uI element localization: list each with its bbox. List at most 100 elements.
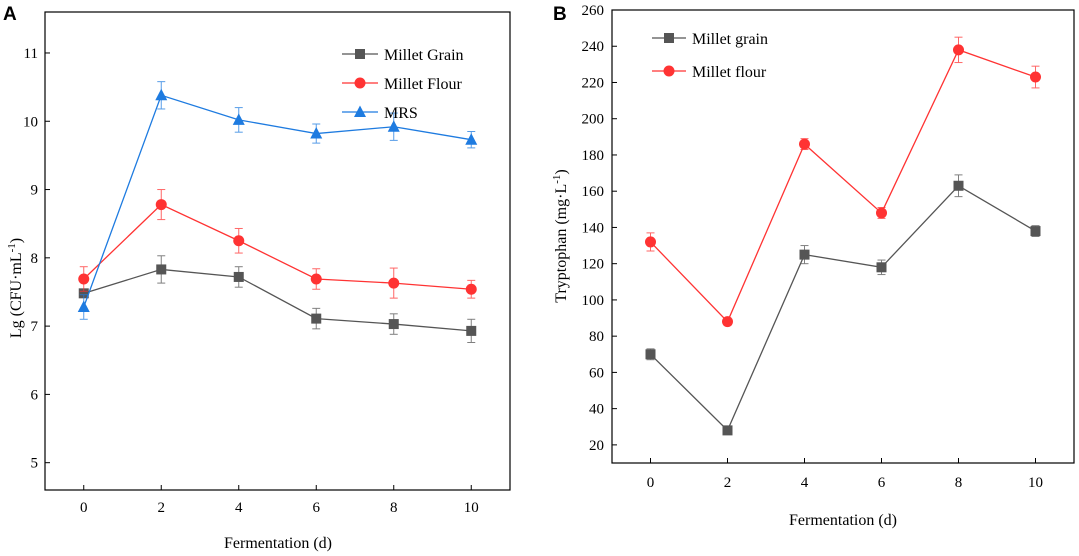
panel-b-millet-grain-point bbox=[645, 349, 656, 360]
panel-b-x-tick-label: 0 bbox=[647, 475, 655, 491]
panel-a-mrs-point bbox=[310, 127, 323, 139]
panel-a-millet-grain-point bbox=[466, 325, 477, 336]
panel-a-x-tick-label: 6 bbox=[313, 500, 321, 516]
panel-b-y-tick-label: 80 bbox=[589, 329, 604, 345]
panel-a-millet-flour-point bbox=[465, 283, 477, 295]
panel-b-y-tick-label: 200 bbox=[582, 112, 605, 128]
panel-b-millet-grain-point bbox=[953, 180, 964, 191]
panel-b-y-tick-label: 220 bbox=[582, 75, 605, 91]
panel-b-y-axis-title-sup: -1 bbox=[551, 175, 563, 184]
panel-a-y-ticks: 5 6 7 8 9 10 11 bbox=[23, 46, 50, 472]
panel-a-x-tick-label: 0 bbox=[80, 500, 88, 516]
panel-b-legend-label: Millet flour bbox=[692, 64, 767, 81]
panel-b-legend-item-millet-flour: Millet flour bbox=[652, 64, 767, 81]
panel-a-x-tick-label: 2 bbox=[158, 500, 166, 516]
panel-a-legend-label: Millet Grain bbox=[384, 47, 464, 64]
panel-a-y-tick-label: 7 bbox=[31, 319, 39, 335]
panel-a-millet-grain-point bbox=[233, 271, 244, 282]
panel-a-millet-grain-point bbox=[388, 319, 399, 330]
panel-a-mrs-point bbox=[387, 120, 400, 132]
panel-b-millet-grain-point bbox=[876, 262, 887, 273]
panel-b-millet-flour-point bbox=[722, 316, 733, 328]
panel-a-y-tick-label: 8 bbox=[31, 251, 39, 267]
panel-b-millet-grain-point bbox=[1030, 226, 1041, 237]
panel-b-millet-grain-line bbox=[650, 184, 1036, 432]
panel-a-millet-flour-point bbox=[155, 199, 167, 211]
panel-a-y-axis-title-sup: -1 bbox=[6, 243, 18, 252]
panel-b-millet-flour-point bbox=[1030, 71, 1041, 83]
panel-b-x-tick-label: 6 bbox=[878, 475, 886, 491]
panel-a-x-ticks: 0 2 4 6 8 10 bbox=[80, 485, 479, 516]
panel-a-mrs-point bbox=[232, 113, 245, 125]
panel-b-y-tick-label: 40 bbox=[589, 402, 604, 418]
panel-b-millet-flour-line bbox=[650, 49, 1036, 323]
panel-b-y-axis-title: Tryptophan (mg·L-1) bbox=[551, 169, 570, 302]
panel-a-y-tick-label: 11 bbox=[24, 46, 38, 62]
panel-a-millet-grain-point bbox=[156, 264, 167, 275]
panel-b-legend-marker bbox=[663, 65, 675, 77]
panel-a-frame bbox=[44, 11, 511, 491]
panel-a-legend-marker bbox=[354, 105, 366, 117]
panel-b-legend-marker bbox=[664, 33, 674, 43]
panel-b-legend-label: Millet grain bbox=[692, 31, 768, 48]
panel-b-series bbox=[645, 36, 1041, 436]
panel-a-x-tick-label: 10 bbox=[464, 500, 479, 516]
panel-a-y-tick-label: 6 bbox=[31, 387, 39, 403]
panel-b-x-axis-title: Fermentation (d) bbox=[789, 512, 897, 529]
panel-b-y-tick-label: 140 bbox=[582, 220, 605, 236]
panel-b-millet-flour-point bbox=[953, 44, 964, 56]
panel-a-millet-flour-point bbox=[310, 273, 322, 285]
panel-b-y-tick-label: 120 bbox=[582, 257, 605, 273]
panel-a-legend-label: MRS bbox=[384, 105, 418, 122]
panel-b-y-tick-label: 20 bbox=[589, 438, 604, 454]
panel-a-y-tick-label: 9 bbox=[31, 183, 39, 199]
panel-a-y-axis-title: Lg (CFU·mL-1) bbox=[6, 238, 25, 338]
panel-b-millet-grain-point bbox=[722, 425, 733, 436]
panel-b-legend-item-millet-grain: Millet grain bbox=[652, 31, 768, 48]
panel-b-y-tick-label: 180 bbox=[582, 148, 605, 164]
panel-a-legend-marker bbox=[355, 49, 365, 59]
panel-a-millet-grain-point bbox=[78, 288, 89, 299]
panel-b-y-tick-label: 100 bbox=[582, 293, 605, 309]
panel-a-legend: Millet Grain Millet Flour MRS bbox=[342, 47, 464, 122]
panel-a-series-millet-flour bbox=[78, 189, 477, 299]
panel-b-legend: Millet grain Millet flour bbox=[652, 31, 768, 81]
panel-b-x-tick-label: 8 bbox=[955, 475, 963, 491]
panel-a-legend-item-millet-flour: Millet Flour bbox=[342, 76, 462, 93]
panel-a-x-axis-title: Fermentation (d) bbox=[224, 535, 332, 552]
panel-a-mrs-point bbox=[465, 133, 478, 145]
panel-a-millet-grain-point bbox=[311, 313, 322, 324]
panel-a-x-tick-label: 8 bbox=[390, 500, 398, 516]
panel-b-y-ticks: 20 40 60 80 100 120 140 160 180 200 220 240 260 bbox=[582, 3, 617, 454]
panel-a-millet-flour-line bbox=[83, 203, 472, 290]
panel-b-y-axis-title-close: ) bbox=[553, 169, 570, 174]
panel-a-millet-flour-point bbox=[78, 273, 90, 285]
panel-a-mrs-point bbox=[155, 88, 168, 101]
panel-a-legend-label: Millet Flour bbox=[384, 76, 462, 93]
panel-b-series-millet-grain bbox=[645, 174, 1041, 436]
panel-a-x-tick-label: 4 bbox=[235, 500, 243, 516]
panel-a-y-tick-label: 5 bbox=[31, 456, 39, 472]
panel-a-millet-flour-point bbox=[388, 277, 400, 289]
panel-b-x-ticks: 0 2 4 6 8 10 bbox=[647, 458, 1043, 491]
panel-a-y-tick-label: 10 bbox=[23, 114, 38, 130]
panel-a-y-axis-title-close: ) bbox=[8, 238, 25, 243]
panel-b-x-tick-label: 4 bbox=[801, 475, 809, 491]
panel-b-millet-flour-point bbox=[799, 138, 810, 150]
panel-b-millet-flour-point bbox=[645, 236, 656, 248]
panel-a-y-axis-title-base: Lg (CFU·mL bbox=[8, 252, 25, 338]
panel-b-y-tick-label: 240 bbox=[582, 39, 605, 55]
panel-a-legend-marker bbox=[354, 77, 366, 89]
panel-a-series bbox=[77, 81, 478, 344]
panel-b-frame bbox=[611, 9, 1075, 464]
panel-b-x-tick-label: 10 bbox=[1028, 475, 1043, 491]
panel-b-y-tick-label: 160 bbox=[582, 184, 605, 200]
panel-b-millet-grain-point bbox=[799, 249, 810, 260]
panel-a-mrs-point bbox=[77, 300, 90, 312]
panel-a-series-mrs bbox=[77, 81, 478, 320]
panel-b-y-tick-label: 260 bbox=[582, 3, 605, 19]
panel-b-y-axis-title-base: Tryptophan (mg·L bbox=[553, 184, 570, 303]
panel-a-mrs-line bbox=[83, 94, 472, 308]
panel-a: A 5 6 7 8 9 10 11 0 2 4 6 8 10 Fermentation (d) Lg … bbox=[3, 4, 511, 552]
